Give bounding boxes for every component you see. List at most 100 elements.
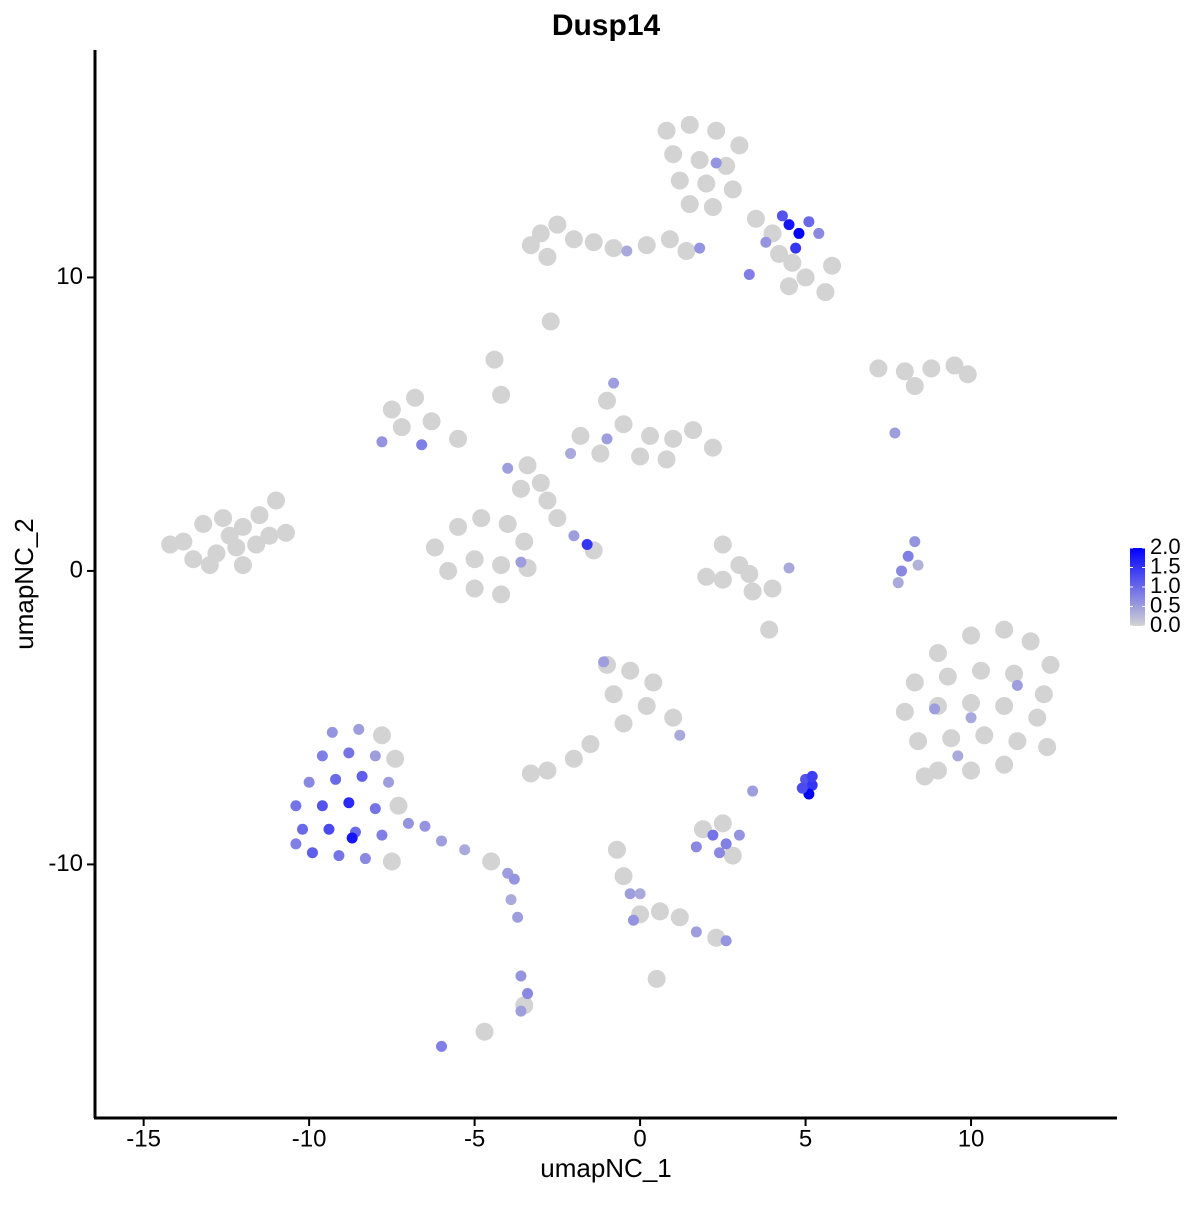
cell-point — [896, 565, 908, 577]
cell-point — [697, 567, 716, 586]
cell-point — [538, 247, 557, 266]
cell-point — [356, 770, 368, 782]
cell-point — [760, 620, 779, 639]
cell-point — [945, 356, 964, 375]
cell-point — [806, 770, 818, 782]
cell-point — [416, 439, 428, 451]
cell-point — [1021, 632, 1040, 651]
x-tick-label: 5 — [799, 1125, 812, 1152]
cell-point — [521, 764, 540, 783]
cell-point — [439, 561, 458, 580]
cell-point — [531, 224, 550, 243]
cell-point — [690, 841, 702, 853]
cell-point — [297, 823, 309, 835]
cell-point — [597, 391, 616, 410]
cell-point — [436, 835, 448, 847]
cell-point — [889, 427, 901, 439]
cell-point — [233, 556, 252, 575]
cell-point — [548, 215, 567, 234]
cell-point — [965, 712, 977, 724]
cell-point — [571, 426, 590, 445]
cell-point — [746, 209, 765, 228]
cell-point — [909, 732, 928, 751]
cell-point — [482, 852, 501, 871]
cell-point — [614, 714, 633, 733]
x-tick-label: 0 — [633, 1125, 646, 1152]
cell-point — [1011, 679, 1023, 691]
cell-point — [601, 433, 613, 445]
cell-point — [962, 694, 981, 713]
cell-point — [776, 210, 788, 222]
cell-point — [710, 157, 722, 169]
cell-point — [233, 517, 252, 536]
cell-point — [783, 219, 795, 231]
cell-point — [425, 538, 444, 557]
cell-point — [740, 564, 759, 583]
cell-point — [707, 829, 719, 841]
cell-point — [531, 473, 550, 492]
cell-point — [604, 239, 623, 258]
cell-point — [697, 174, 716, 193]
cell-point — [905, 673, 924, 692]
cell-point — [422, 412, 441, 431]
cell-point — [515, 556, 527, 568]
cell-point — [674, 729, 686, 741]
cell-point — [511, 479, 530, 498]
x-tick-label: 10 — [958, 1125, 985, 1152]
cell-point — [492, 385, 511, 404]
colorbar-label: 0.0 — [1150, 612, 1181, 637]
cell-point — [770, 244, 789, 263]
cell-point — [720, 838, 732, 850]
cell-point — [538, 761, 557, 780]
cell-point — [723, 846, 742, 865]
cell-point — [664, 145, 683, 164]
cell-point — [657, 450, 676, 469]
cell-point — [780, 277, 799, 296]
cell-point — [383, 776, 395, 788]
cell-point — [763, 579, 782, 598]
cell-point — [303, 776, 315, 788]
cell-point — [608, 377, 620, 389]
cell-point — [971, 661, 990, 680]
x-tick-label: -15 — [126, 1125, 161, 1152]
cell-point — [369, 803, 381, 815]
cell-point — [485, 350, 504, 369]
cell-point — [1038, 738, 1057, 757]
cell-point — [962, 626, 981, 645]
cell-point — [382, 852, 401, 871]
x-tick-label: -5 — [464, 1125, 485, 1152]
cell-point — [389, 796, 408, 815]
cell-point — [591, 444, 610, 463]
cell-point — [475, 1022, 494, 1041]
cell-point — [803, 216, 815, 228]
cell-point — [670, 171, 689, 190]
cell-point — [359, 853, 371, 865]
cell-point — [250, 506, 269, 525]
cell-point — [449, 429, 468, 448]
cell-point — [624, 888, 636, 900]
cell-point — [1028, 708, 1047, 727]
cell-point — [449, 517, 468, 536]
cell-point — [806, 779, 818, 791]
cell-point — [330, 773, 342, 785]
cell-point — [184, 550, 203, 569]
cell-point — [660, 230, 679, 249]
cell-point — [382, 400, 401, 419]
cell-point — [627, 914, 639, 926]
cell-point — [713, 570, 732, 589]
cell-point — [436, 1040, 448, 1052]
cell-point — [214, 509, 233, 528]
cell-point — [962, 761, 981, 780]
colorbar-label: 0.5 — [1150, 592, 1181, 617]
cell-point — [743, 269, 755, 281]
cell-point — [326, 726, 338, 738]
cell-point — [693, 820, 712, 839]
cell-point — [472, 509, 491, 528]
cell-point — [541, 312, 560, 331]
colorbar-label: 2.0 — [1150, 534, 1181, 559]
cell-point — [680, 195, 699, 214]
cell-point — [995, 620, 1014, 639]
colorbar — [1130, 548, 1145, 626]
cell-point — [200, 556, 219, 575]
